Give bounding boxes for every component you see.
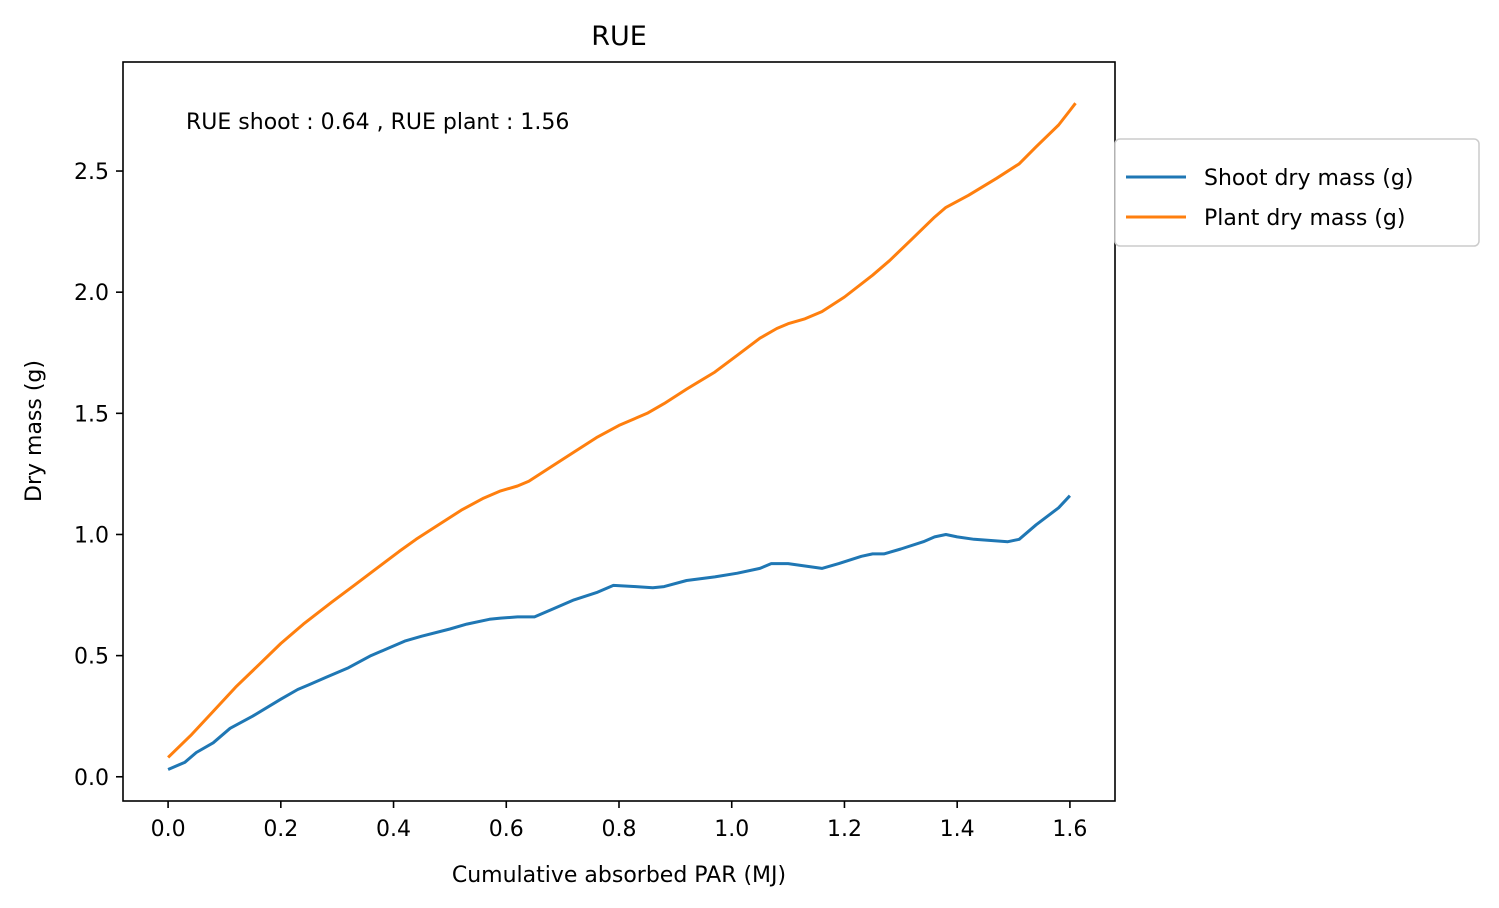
y-tick-label: 1.0	[74, 523, 109, 548]
plot-area	[167, 102, 1077, 771]
y-tick-label: 0.5	[74, 645, 109, 670]
x-tick-label: 0.8	[602, 817, 637, 842]
x-tick-label: 1.2	[827, 817, 862, 842]
x-tick-label: 0.6	[489, 817, 524, 842]
x-tick-label: 0.4	[376, 817, 411, 842]
x-tick-label: 0.0	[151, 817, 186, 842]
x-axis-label: Cumulative absorbed PAR (MJ)	[452, 863, 786, 888]
series-line-shoot	[167, 494, 1071, 771]
plot-frame	[122, 61, 1116, 802]
y-tick-label: 1.5	[74, 402, 109, 427]
legend-label-plant: Plant dry mass (g)	[1204, 206, 1405, 231]
series-line-plant	[167, 102, 1077, 759]
rue-annotation: RUE shoot : 0.64 , RUE plant : 1.56	[186, 110, 569, 135]
legend: Shoot dry mass (g) Plant dry mass (g)	[1114, 138, 1480, 247]
y-axis-label: Dry mass (g)	[22, 360, 47, 502]
legend-box	[1114, 138, 1480, 247]
chart-title: RUE	[591, 21, 647, 52]
y-axis-ticks: 0.0 0.5 1.0 1.5 2.0 2.5	[74, 160, 123, 791]
legend-label-shoot: Shoot dry mass (g)	[1204, 166, 1413, 191]
x-tick-label: 0.2	[263, 817, 298, 842]
y-tick-label: 0.0	[74, 766, 109, 791]
y-tick-label: 2.5	[74, 160, 109, 185]
x-tick-label: 1.0	[714, 817, 749, 842]
x-tick-label: 1.4	[940, 817, 975, 842]
y-tick-label: 2.0	[74, 281, 109, 306]
x-axis-ticks: 0.0 0.2 0.4 0.6 0.8 1.0 1.2 1.4 1.6	[151, 801, 1087, 842]
x-tick-label: 1.6	[1052, 817, 1087, 842]
